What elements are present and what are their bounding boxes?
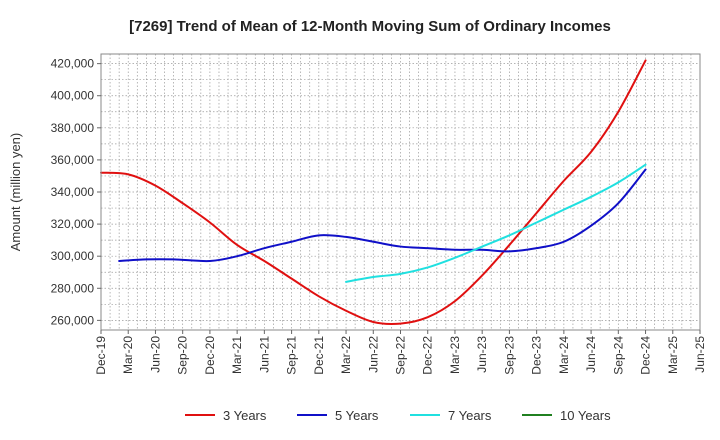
y-tick-label: 420,000 xyxy=(51,57,95,71)
x-tick-label: Mar-21 xyxy=(230,336,244,374)
y-tick-label: 280,000 xyxy=(51,281,95,295)
x-tick-label: Mar-25 xyxy=(666,336,680,374)
series-line-3-years xyxy=(100,59,647,325)
x-tick-label: Sep-23 xyxy=(502,336,516,375)
legend-label-7-years: 7 Years xyxy=(448,408,492,423)
x-ticks: Dec-19 Mar-20 Jun-20 Sep-20 Dec-20 Mar-21 Jun-… xyxy=(94,330,707,375)
y-tick-label: 360,000 xyxy=(51,153,95,167)
legend-label-5-years: 5 Years xyxy=(335,408,379,423)
x-tick-label: Jun-25 xyxy=(693,336,707,373)
x-tick-label: Sep-22 xyxy=(394,336,408,375)
series-line-7-years xyxy=(345,163,647,283)
x-tick-label: Jun-21 xyxy=(257,336,271,373)
x-tick-label: Jun-22 xyxy=(366,336,380,373)
x-tick-label: Jun-23 xyxy=(475,336,489,373)
legend-label-3-years: 3 Years xyxy=(223,408,267,423)
series-line-5-years xyxy=(118,168,647,263)
legend-label-10-years: 10 Years xyxy=(560,408,611,423)
y-tick-label: 300,000 xyxy=(51,249,95,263)
x-tick-label: Jun-20 xyxy=(148,336,162,373)
y-tick-label: 380,000 xyxy=(51,121,95,135)
x-tick-label: Dec-21 xyxy=(312,336,326,375)
x-tick-label: Dec-24 xyxy=(639,336,653,375)
y-tick-label: 320,000 xyxy=(51,217,95,231)
x-tick-label: Jun-24 xyxy=(584,336,598,373)
x-tick-label: Dec-20 xyxy=(203,336,217,375)
grid xyxy=(101,54,700,330)
x-tick-label: Sep-20 xyxy=(176,336,190,375)
y-tick-label: 340,000 xyxy=(51,185,95,199)
y-ticks: 260,000 280,000 300,000 320,000 340,000 360,0… xyxy=(51,57,101,327)
x-tick-label: Mar-24 xyxy=(557,336,571,374)
y-tick-label: 400,000 xyxy=(51,89,95,103)
x-tick-label: Dec-23 xyxy=(530,336,544,375)
x-tick-label: Mar-23 xyxy=(448,336,462,374)
y-axis-label: Amount (million yen) xyxy=(8,133,23,252)
x-tick-label: Mar-22 xyxy=(339,336,353,374)
x-tick-label: Dec-19 xyxy=(94,336,108,375)
x-tick-label: Sep-21 xyxy=(285,336,299,375)
legend: 3 Years 5 Years 7 Years 10 Years xyxy=(185,408,611,423)
series-layer xyxy=(100,59,647,325)
x-tick-label: Mar-20 xyxy=(121,336,135,374)
x-tick-label: Dec-22 xyxy=(421,336,435,375)
x-tick-label: Sep-24 xyxy=(611,336,625,375)
chart-title: [7269] Trend of Mean of 12-Month Moving … xyxy=(129,18,611,35)
y-tick-label: 260,000 xyxy=(51,313,95,327)
